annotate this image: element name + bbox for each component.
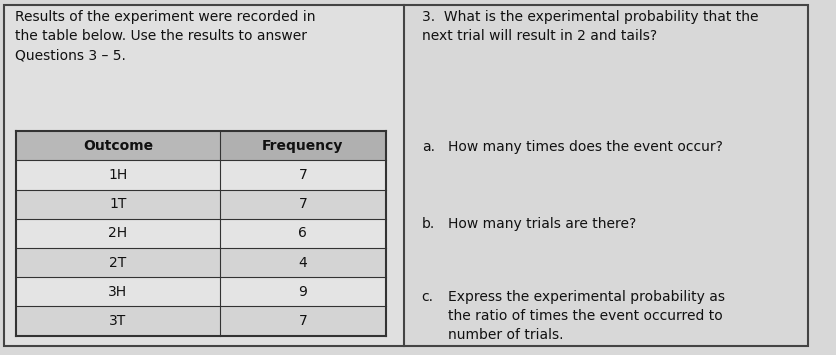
Text: Express the experimental probability as
the ratio of times the event occurred to: Express the experimental probability as …	[447, 290, 724, 342]
Text: 1H: 1H	[108, 168, 127, 182]
Bar	[4, 5, 403, 346]
Bar	[219, 131, 385, 160]
Text: 1T: 1T	[109, 197, 126, 211]
Bar	[16, 160, 385, 190]
Text: 3.  What is the experimental probability that the
next trial will result in 2 an: 3. What is the experimental probability …	[421, 11, 757, 43]
Text: Outcome: Outcome	[83, 139, 153, 153]
Text: 7: 7	[298, 168, 307, 182]
Text: 9: 9	[298, 285, 307, 299]
Text: b.: b.	[421, 217, 435, 231]
Text: How many times does the event occur?: How many times does the event occur?	[447, 140, 722, 154]
Text: How many trials are there?: How many trials are there?	[447, 217, 635, 231]
Bar	[403, 5, 807, 346]
Text: 2T: 2T	[110, 256, 126, 269]
Text: 3H: 3H	[108, 285, 127, 299]
Text: 4: 4	[298, 256, 307, 269]
Text: Results of the experiment were recorded in
the table below. Use the results to a: Results of the experiment were recorded …	[14, 11, 314, 62]
Bar	[16, 277, 385, 306]
Text: Frequency: Frequency	[262, 139, 343, 153]
Text: 7: 7	[298, 197, 307, 211]
Text: 2H: 2H	[108, 226, 127, 240]
Text: a.: a.	[421, 140, 434, 154]
Text: 6: 6	[298, 226, 307, 240]
Text: 3T: 3T	[110, 314, 126, 328]
Bar	[16, 190, 385, 219]
Text: 7: 7	[298, 314, 307, 328]
Text: c.: c.	[421, 290, 433, 304]
Bar	[16, 248, 385, 277]
Bar	[16, 131, 385, 160]
Bar	[16, 306, 385, 335]
Bar	[16, 219, 385, 248]
